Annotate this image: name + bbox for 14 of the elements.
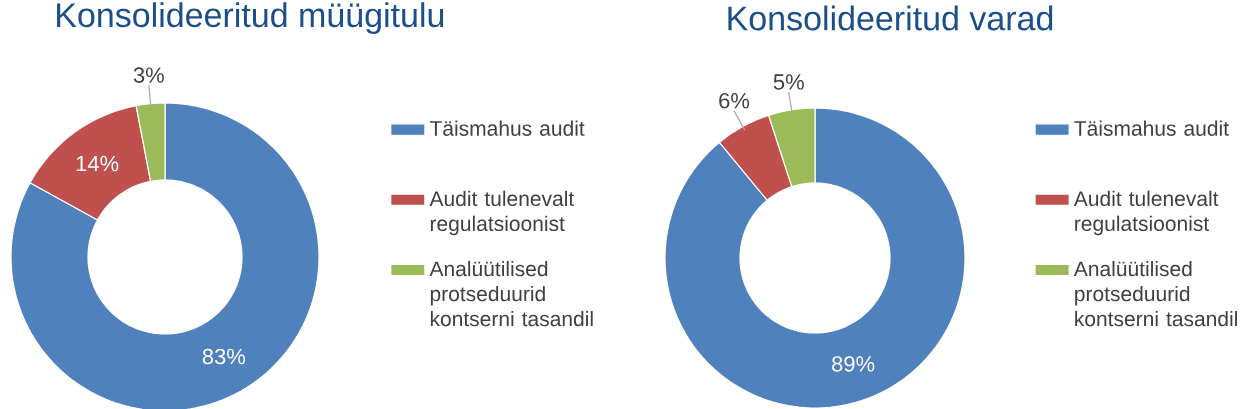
chart-title: Konsolideeritud varad [728, 5, 1053, 31]
chart-title: Konsolideeritud müügitulu [57, 2, 444, 34]
legend-label: Audit tulenevalt regulatsioonist [1073, 190, 1219, 236]
legend-label: Täismahus audit [1074, 120, 1229, 136]
legend-label: Analüütilised protseduurid kontserni tasandil [1073, 260, 1237, 327]
legend-label: Analüütilised protseduurid kontserni tasandil [429, 260, 593, 327]
data-label: 83% [202, 348, 246, 365]
data-label: 14% [76, 155, 119, 172]
data-label: 6% [719, 92, 750, 109]
data-label: 5% [773, 74, 804, 90]
legend-label: Täismahus audit [429, 120, 585, 136]
data-label: 89% [832, 356, 875, 372]
legend-label: Audit tulenevalt regulatsioonist [429, 190, 575, 236]
data-label: 3% [133, 67, 164, 83]
